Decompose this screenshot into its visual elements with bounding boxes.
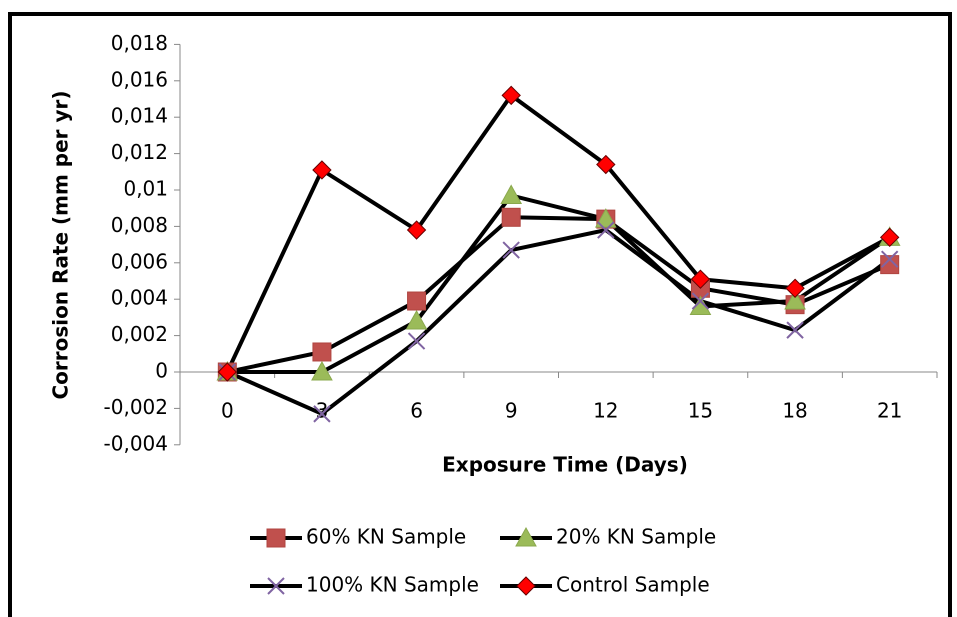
y-tick-label: 0,002 [111,322,168,346]
y-tick-label: 0,008 [111,213,168,237]
marker-diamond [516,576,536,596]
x-tick-label: 15 [688,399,713,423]
x-tick-label: 21 [877,399,902,423]
y-tick-label: -0,004 [104,431,168,455]
marker-diamond [690,269,711,289]
marker-square [407,291,427,311]
y-tick-label: 0,006 [111,249,168,273]
marker-square [312,342,332,362]
marker-x [880,250,899,268]
marker-x [691,292,710,310]
marker-diamond [406,220,427,240]
marker-triangle [515,526,537,547]
marker-diamond [785,278,805,298]
marker-x [786,321,804,339]
marker-x [313,405,331,423]
y-tick-label: 0 [155,359,168,383]
x-tick-label: 6 [410,399,423,423]
y-tick-label: -0,002 [104,395,168,419]
series-line [227,193,891,374]
y-tick-label: 0,01 [123,177,168,201]
marker-diamond [501,85,521,106]
y-axis-title: Corrosion Rate (mm per yr) [49,90,73,399]
marker-x [502,241,520,259]
y-tick-label: 0,016 [111,67,168,91]
chart-border [8,12,952,617]
legend-label: 20% KN Sample [556,525,716,549]
legend-label: 100% KN Sample [306,573,479,597]
x-tick-label: 18 [782,399,807,423]
marker-x [407,332,426,350]
marker-square [501,207,521,227]
series-line [226,227,891,417]
marker-triangle [311,360,333,381]
marker-square [880,255,900,275]
y-tick-label: 0,014 [111,104,168,128]
marker-diamond [312,160,332,180]
marker-triangle [784,289,806,310]
marker-diamond [879,227,900,248]
marker-triangle [405,310,428,330]
marker-diamond [596,154,616,175]
x-tick-label: 9 [505,399,518,423]
legend-label: 60% KN Sample [306,525,466,549]
marker-x [267,577,285,595]
y-tick-label: 0,012 [111,140,168,164]
series-line [225,92,891,373]
x-tick-label: 0 [221,399,234,423]
x-tick-label: 12 [593,399,618,423]
x-axis-title: Exposure Time (Days) [442,453,688,477]
y-tick-label: 0,004 [111,286,168,310]
marker-square [266,528,286,548]
legend-label: Control Sample [556,573,710,597]
marker-diamond [217,362,238,382]
marker-triangle [594,208,617,228]
marker-triangle [500,184,523,204]
marker-x [597,221,615,239]
y-tick-label: 0,018 [111,31,168,55]
